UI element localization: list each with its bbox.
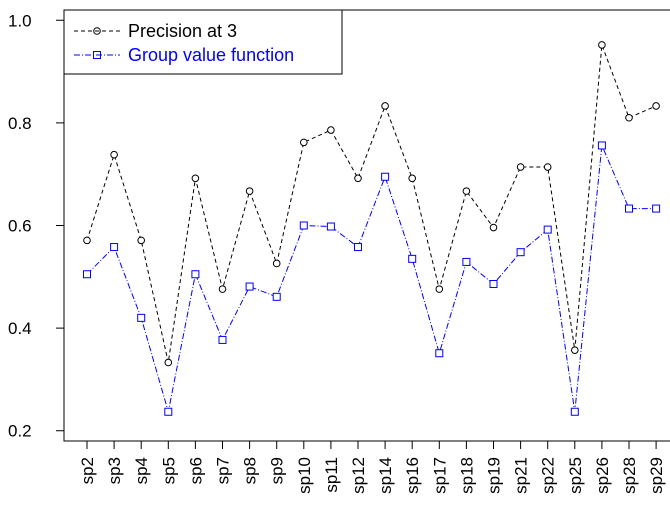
y-axis: 0.2 0.4 0.6 0.8 1.0 <box>8 11 64 441</box>
data-point <box>598 41 606 49</box>
data-point <box>381 172 390 181</box>
data-point <box>245 282 254 291</box>
data-point <box>137 313 146 322</box>
data-point <box>327 126 335 134</box>
x-tick-label: sp4 <box>132 457 151 484</box>
data-point <box>408 174 417 183</box>
x-tick-label: sp14 <box>376 457 395 494</box>
series-line-1 <box>86 143 657 412</box>
legend: Precision at 3 Group value function <box>63 9 343 75</box>
data-point <box>191 174 200 183</box>
data-point <box>625 113 633 122</box>
data-point <box>652 204 661 213</box>
data-point <box>570 407 579 416</box>
data-point <box>462 257 471 266</box>
legend-label-precision: Precision at 3 <box>128 21 237 41</box>
data-point <box>83 236 91 245</box>
data-point <box>245 187 254 195</box>
x-tick-label: sp10 <box>295 457 314 494</box>
data-point <box>597 141 606 150</box>
y-tick-label: 0.8 <box>8 114 32 133</box>
x-tick-label: sp3 <box>105 457 124 484</box>
plot-frame <box>63 9 670 442</box>
data-point <box>516 163 525 171</box>
x-tick-label: sp21 <box>512 457 531 494</box>
data-point <box>381 102 389 110</box>
x-tick-label: sp11 <box>322 457 341 493</box>
y-tick-label: 1.0 <box>8 11 32 30</box>
data-point <box>272 259 281 268</box>
y-tick-label: 0.2 <box>8 422 32 441</box>
data-point <box>435 349 444 358</box>
x-tick-label: sp9 <box>268 457 287 484</box>
data-point <box>299 221 308 230</box>
data-point <box>354 174 362 183</box>
x-tick-label: sp12 <box>349 457 368 494</box>
legend-label-group-value: Group value function <box>128 45 294 65</box>
x-tick-label: sp5 <box>159 457 178 484</box>
data-point <box>543 163 552 171</box>
data-point <box>489 223 498 232</box>
y-tick-label: 0.4 <box>8 319 32 338</box>
x-tick-label: sp16 <box>403 457 422 494</box>
data-point <box>354 243 362 252</box>
x-tick-label: sp7 <box>214 457 233 484</box>
x-tick-label: sp6 <box>186 457 205 484</box>
series-line-0 <box>86 44 657 363</box>
data-point <box>164 358 173 367</box>
y-tick-label: 0.6 <box>8 217 32 236</box>
x-tick-label: sp26 <box>593 457 612 494</box>
x-tick-label: sp28 <box>620 457 639 494</box>
data-point <box>191 270 200 279</box>
data-point <box>543 225 552 234</box>
data-point <box>218 335 227 344</box>
x-tick-label: sp22 <box>539 457 558 494</box>
data-point <box>625 204 633 213</box>
data-point <box>489 279 498 288</box>
data-point <box>571 346 579 354</box>
data-point <box>408 254 417 263</box>
x-tick-label: sp25 <box>566 457 585 494</box>
data-point <box>462 187 471 195</box>
data-point <box>164 407 173 416</box>
data-point <box>137 236 145 245</box>
legend-box <box>63 9 343 75</box>
x-tick-label: sp2 <box>78 457 97 484</box>
x-tick-label: sp18 <box>457 457 476 494</box>
x-tick-label: sp19 <box>485 457 504 494</box>
data-point <box>435 285 444 293</box>
data-point <box>218 285 227 293</box>
data-point <box>110 243 119 252</box>
data-point <box>326 222 335 231</box>
legend-marker-precision <box>93 27 101 35</box>
series-layer <box>83 41 661 416</box>
x-tick-label: sp29 <box>647 457 666 494</box>
data-point <box>652 102 660 110</box>
legend-marker-group-value <box>93 51 101 59</box>
data-point <box>83 270 91 279</box>
x-tick-label: sp17 <box>430 457 449 494</box>
data-point <box>110 150 118 159</box>
data-point <box>516 248 525 257</box>
data-point <box>272 292 281 301</box>
data-point <box>300 138 308 147</box>
x-tick-label: sp8 <box>241 457 260 484</box>
x-axis: sp2 sp3 sp4 sp5 sp6 sp7 sp8 sp9 sp10 sp11 sp12 sp14… <box>78 441 666 494</box>
